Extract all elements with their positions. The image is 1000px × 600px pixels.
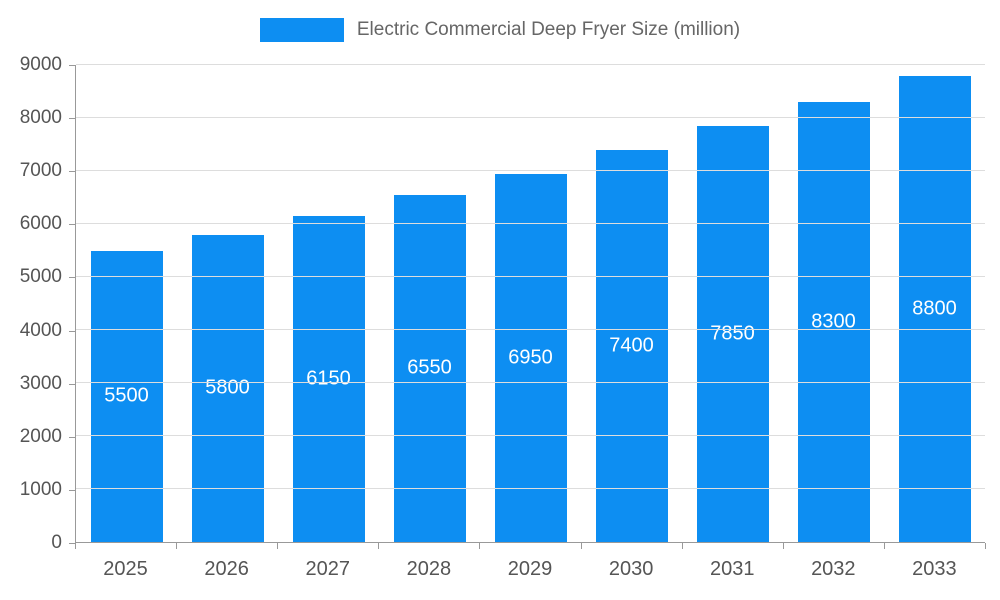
x-axis-label: 2027 <box>305 558 351 580</box>
y-axis-label: 2000 <box>19 426 62 447</box>
gridline <box>76 117 985 118</box>
bar-value-label: 5500 <box>104 384 149 407</box>
bar-value-label: 6150 <box>306 367 351 390</box>
bar-2027: 6150 <box>292 216 365 542</box>
x-axis-tick <box>75 543 76 549</box>
x-axis-tick <box>581 543 582 549</box>
y-axis-tick <box>69 490 75 491</box>
y-axis-label: 0 <box>51 532 62 553</box>
y-axis-tick <box>69 65 75 66</box>
x-axis-tick <box>884 543 885 549</box>
y-axis-label: 9000 <box>19 54 62 75</box>
gridline <box>76 488 985 489</box>
legend-swatch <box>259 18 344 42</box>
bar-slot: 7850 <box>682 65 783 542</box>
bar-slot: 6550 <box>379 65 480 542</box>
bar-slot: 5800 <box>177 65 278 542</box>
bar-2026: 5800 <box>191 234 264 542</box>
bar-value-label: 8300 <box>811 310 856 333</box>
bar-value-label: 5800 <box>205 376 250 399</box>
y-axis-tick <box>69 543 75 544</box>
bar-2029: 6950 <box>494 173 567 542</box>
bar-slot: 6150 <box>278 65 379 542</box>
y-axis-label: 7000 <box>19 160 62 181</box>
chart-title: Electric Commercial Deep Fryer Size (mil… <box>356 19 741 40</box>
x-axis-tick <box>479 543 480 549</box>
y-axis-tick <box>69 331 75 332</box>
bar-slot: 8300 <box>783 65 884 542</box>
y-axis-tick <box>69 224 75 225</box>
y-axis-label: 3000 <box>19 373 62 394</box>
x-axis-label: 2029 <box>507 558 553 580</box>
bar-value-label: 8800 <box>912 297 957 320</box>
x-axis-tick <box>277 543 278 549</box>
gridline <box>76 276 985 277</box>
bar-slot: 7400 <box>581 65 682 542</box>
y-axis-label: 5000 <box>19 266 62 287</box>
gridline <box>76 435 985 436</box>
bar-slot: 6950 <box>480 65 581 542</box>
x-axis-tick <box>176 543 177 549</box>
y-axis-tick <box>69 384 75 385</box>
x-axis-label: 2028 <box>406 558 452 580</box>
bar-2032: 8300 <box>797 102 870 542</box>
bar-value-label: 6950 <box>508 346 553 369</box>
x-axis-label: 2025 <box>103 558 148 580</box>
x-axis-label: 2026 <box>204 558 249 580</box>
bars-container: 5500 5800 6150 6550 6950 7400 7850 8300 8800 <box>76 65 985 542</box>
gridline <box>76 64 985 65</box>
x-axis-label: 2032 <box>811 558 856 580</box>
bar-slot: 5500 <box>76 65 177 542</box>
bar-slot: 8800 <box>884 65 985 542</box>
x-axis-label: 2031 <box>709 558 755 580</box>
y-axis-label: 4000 <box>19 320 62 341</box>
y-axis-label: 1000 <box>19 479 62 500</box>
bar-2025: 5500 <box>90 250 163 542</box>
gridline <box>76 170 985 171</box>
plot-area: 5500 5800 6150 6550 6950 7400 7850 8300 8800 <box>75 64 985 543</box>
y-axis-tick <box>69 171 75 172</box>
y-axis-tick <box>69 118 75 119</box>
gridline <box>76 329 985 330</box>
x-axis-tick <box>783 543 784 549</box>
y-axis-label: 6000 <box>19 213 62 234</box>
x-axis-tick <box>378 543 379 549</box>
legend: Electric Commercial Deep Fryer Size (mil… <box>0 18 1000 42</box>
bar-value-label: 6550 <box>407 356 452 379</box>
bar-2030: 7400 <box>595 149 668 542</box>
x-axis-label: 2030 <box>608 558 654 580</box>
y-axis-tick <box>69 437 75 438</box>
x-axis-label: 2033 <box>912 558 957 580</box>
gridline <box>76 382 985 384</box>
bar-2033: 8800 <box>898 75 971 542</box>
x-axis-tick <box>985 543 986 549</box>
x-axis-tick <box>682 543 683 549</box>
bar-value-label: 7850 <box>710 322 755 345</box>
bar-2028: 6550 <box>393 194 466 542</box>
y-axis-tick <box>69 277 75 278</box>
y-axis-label: 8000 <box>19 107 62 128</box>
bar-value-label: 7400 <box>609 334 654 357</box>
bar-2031: 7850 <box>696 125 769 542</box>
gridline <box>76 223 985 225</box>
